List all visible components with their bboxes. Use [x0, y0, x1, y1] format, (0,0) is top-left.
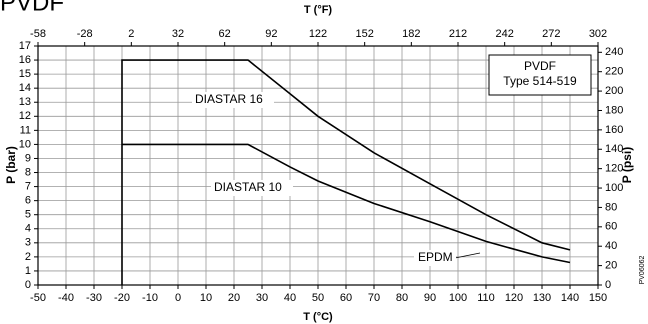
y2-tick-label: 180 [605, 104, 623, 116]
x-tick-label: 20 [228, 292, 240, 304]
annotation-leader [454, 252, 481, 259]
series-line [121, 59, 571, 285]
x-tick-label: 60 [340, 292, 352, 304]
y-tick-label: 9 [25, 152, 31, 164]
x2-tick-label: -28 [77, 28, 93, 40]
x-tick-label: 140 [561, 292, 579, 304]
series-line [122, 143, 571, 264]
x-tick-label: -10 [142, 292, 158, 304]
x-tick-label: -50 [30, 292, 46, 304]
y2-tick-label: 220 [605, 66, 623, 78]
series-label-bg [211, 180, 293, 196]
y-tick-label: 4 [25, 223, 31, 235]
x-axis-label: T (°C) [303, 311, 333, 323]
x2-tick-label: 2 [128, 28, 134, 40]
y-tick-label: 6 [25, 195, 31, 207]
x-tick-label: 0 [175, 292, 181, 304]
x-tick-label: 80 [396, 292, 408, 304]
y2-tick-label: 40 [605, 240, 617, 252]
y2-tick-label: 120 [605, 163, 623, 175]
series-label-bg [192, 92, 274, 108]
chart-title: PVDF [0, 0, 64, 16]
annotation-bg [414, 250, 456, 266]
x2-tick-label: 242 [495, 28, 513, 40]
y2-tick-label: 80 [605, 201, 617, 213]
x2-tick-label: 212 [449, 28, 467, 40]
x-tick-label: 110 [477, 292, 495, 304]
annotation: EPDM [418, 250, 453, 264]
y2-tick-label: 20 [605, 260, 617, 272]
plot-frame [37, 45, 599, 286]
y2-tick-label: 240 [605, 46, 623, 58]
y-tick-label: 3 [25, 237, 31, 249]
info-box-text: PVDF [524, 59, 556, 73]
y-tick-label: 14 [19, 82, 31, 94]
y-tick-label: 8 [25, 166, 31, 178]
y2-tick-label: 100 [605, 182, 623, 194]
side-code: PV06062 [639, 255, 646, 284]
y-axis-label: P (bar) [4, 146, 18, 184]
y-tick-label: 0 [25, 279, 31, 291]
y2-tick-label: 160 [605, 124, 623, 136]
x-tick-label: 150 [589, 292, 607, 304]
y-tick-label: 2 [25, 251, 31, 263]
y-tick-label: 11 [20, 124, 31, 136]
x2-tick-label: 92 [265, 28, 277, 40]
y-tick-label: 13 [19, 96, 31, 108]
y-tick-label: 12 [19, 110, 31, 122]
x-tick-label: -20 [114, 292, 130, 304]
x-tick-label: -30 [86, 292, 102, 304]
x-tick-label: 70 [368, 292, 380, 304]
y2-tick-label: 200 [605, 85, 623, 97]
x-tick-label: 10 [200, 292, 212, 304]
x2-tick-label: -58 [30, 28, 46, 40]
y2-axis-label: P (psi) [620, 147, 634, 183]
x2-tick-label: 272 [542, 28, 560, 40]
info-box-text: Type 514-519 [503, 74, 577, 88]
x-tick-label: 130 [533, 292, 551, 304]
x2-tick-label: 152 [355, 28, 373, 40]
y-tick-label: 10 [19, 138, 31, 150]
x-tick-label: -40 [58, 292, 74, 304]
x2-tick-label: 32 [172, 28, 184, 40]
y2-tick-label: 0 [605, 279, 611, 291]
x-tick-label: 30 [256, 292, 268, 304]
series-label: DIASTAR 16 [195, 92, 263, 106]
x2-tick-label: 122 [309, 28, 327, 40]
y-tick-label: 16 [19, 54, 31, 66]
x-tick-label: 120 [505, 292, 523, 304]
y2-tick-label: 60 [605, 221, 617, 233]
info-box [488, 54, 592, 96]
y-tick-label: 1 [25, 265, 31, 277]
x2-tick-label: 302 [589, 28, 607, 40]
y2-tick-label: 140 [605, 143, 623, 155]
x-tick-label: 50 [312, 292, 324, 304]
x2-axis-label: T (°F) [304, 4, 333, 16]
y-tick-label: 17 [19, 40, 31, 52]
y-tick-label: 15 [19, 68, 31, 80]
x2-tick-label: 182 [402, 28, 420, 40]
series-label: DIASTAR 10 [214, 180, 282, 194]
x2-tick-label: 62 [219, 28, 231, 40]
y-tick-label: 7 [25, 180, 31, 192]
y-tick-label: 5 [25, 209, 31, 221]
x-tick-label: 40 [284, 292, 296, 304]
x-tick-label: 100 [449, 292, 467, 304]
x-tick-label: 90 [424, 292, 436, 304]
